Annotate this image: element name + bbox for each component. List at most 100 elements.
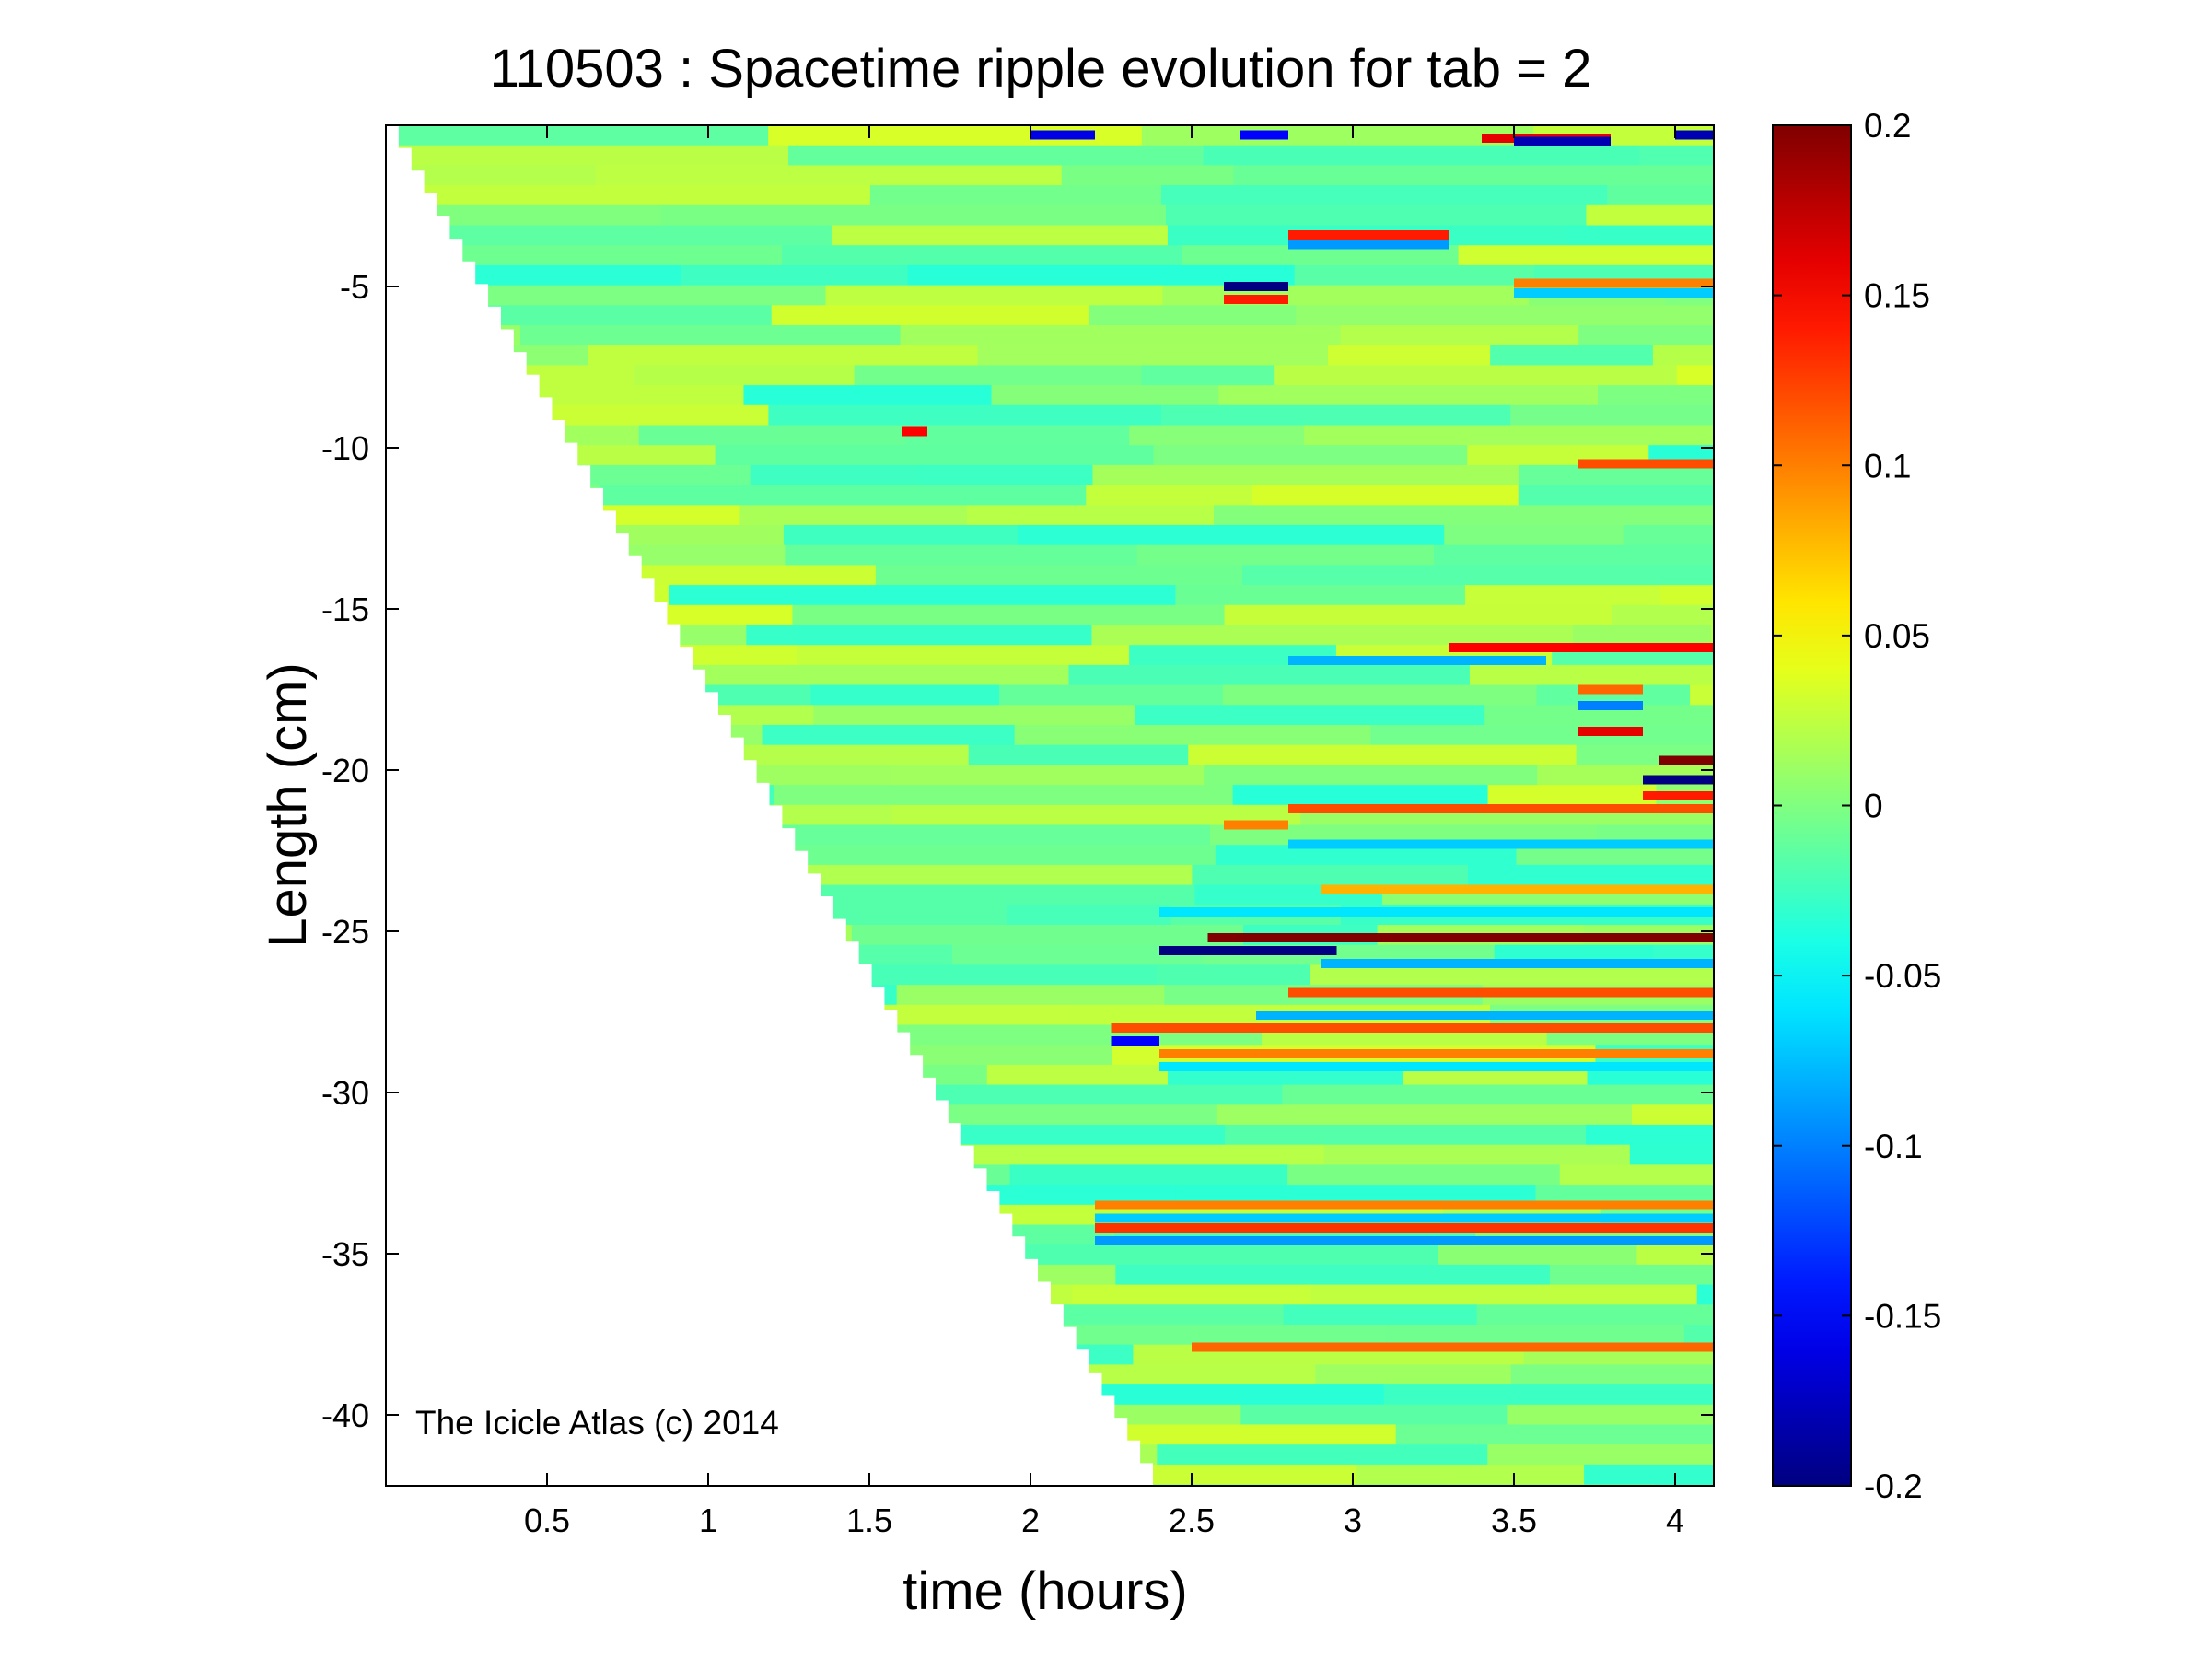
stripe-segment [1136, 544, 1435, 566]
ripple-feature [902, 426, 927, 437]
ripple-feature [1659, 755, 1714, 765]
stripe-segment [750, 464, 917, 486]
stripe-segment [1469, 664, 1714, 686]
ripple-feature [1288, 987, 1714, 998]
ripple-feature [1256, 1011, 1714, 1020]
stripe-segment [1467, 864, 1714, 886]
stripe-segment [813, 705, 1136, 726]
stripe-segment [951, 944, 1203, 965]
stripe-segment [1464, 585, 1661, 606]
stripe-segment [386, 1484, 622, 1486]
stripe-segment [1623, 525, 1714, 546]
stripe-segment [1458, 245, 1714, 266]
stripe-segment [1283, 1304, 1478, 1326]
colorbar-tick-label: 0.2 [1864, 107, 1911, 145]
ripple-feature [1159, 907, 1714, 917]
stripe-segment [1340, 325, 1579, 346]
stripe-segment [1160, 185, 1608, 206]
stripe-segment [1535, 1185, 1714, 1206]
stripe-segment [977, 345, 1329, 366]
stripe-segment [639, 664, 1069, 686]
stripe-segment [1018, 525, 1445, 546]
y-tick-label: -20 [321, 752, 369, 789]
stripe-segment [1585, 1125, 1714, 1146]
ripple-feature [1159, 1049, 1714, 1058]
ripple-feature [1578, 727, 1643, 736]
x-tick-label: 1 [699, 1501, 717, 1539]
ripple-feature [1321, 959, 1714, 968]
stripe-segment [1153, 445, 1468, 466]
stripe-segment [875, 565, 1243, 586]
stripe-segment [1654, 1484, 1714, 1486]
ripple-feature [1030, 130, 1095, 140]
stripe-segment [1025, 1325, 1386, 1346]
stripe-segment [669, 585, 1176, 606]
ripple-feature [1095, 1200, 1714, 1210]
y-tick-label: -30 [321, 1074, 369, 1112]
stripe-segment [783, 525, 1019, 546]
colorbar-tick-label: 0.05 [1864, 617, 1930, 655]
stripe-segment [825, 285, 1163, 306]
stripe-segment [386, 165, 597, 186]
stripe-segment [1218, 385, 1599, 406]
stripe-segment [620, 1484, 984, 1486]
stripe-segment [1304, 425, 1714, 446]
y-axis-label: Length (cm) [258, 662, 318, 947]
stripe-segment [1519, 464, 1714, 486]
stripe-segment [1438, 1244, 1637, 1266]
stripe-segment [983, 1484, 1147, 1486]
colorbar-tick-label: -0.1 [1864, 1127, 1923, 1165]
stripe-segment [1006, 905, 1171, 926]
stripe-segment [386, 204, 661, 226]
stripe-segment [1487, 1444, 1714, 1466]
stripe-segment [1690, 684, 1714, 706]
stripe-segment [1487, 785, 1657, 806]
stripe-segment [1225, 1125, 1587, 1146]
stripe-segment [1222, 684, 1538, 706]
stripe-segment [892, 804, 1301, 825]
stripe-segment [1162, 285, 1530, 306]
stripe-segment [1215, 845, 1518, 866]
stripe-segment [386, 245, 783, 266]
stripe-segment [634, 365, 856, 386]
stripe-segment [1296, 305, 1714, 326]
ripple-feature [1643, 791, 1714, 800]
stripe-segment [854, 365, 1142, 386]
stripe-segment [813, 884, 1195, 905]
stripe-segment [715, 445, 1155, 466]
stripe-segment [999, 684, 1224, 706]
stripe-segment [782, 245, 1182, 266]
stripe-segment [1089, 305, 1297, 326]
stripe-segment [1141, 365, 1275, 386]
stripe-segment [1129, 425, 1305, 446]
x-tick-label: 2.5 [1169, 1501, 1215, 1539]
chart-title: 110503 : Spacetime ripple evolution for … [490, 39, 1592, 99]
stripe-segment [1115, 1264, 1551, 1286]
colorbar-tick-label: -0.15 [1864, 1297, 1941, 1335]
stripe-segment [386, 185, 871, 206]
ripple-feature [1288, 656, 1546, 665]
stripe-segment [762, 725, 1016, 746]
stripe-segment [386, 145, 789, 166]
ripple-feature [1288, 839, 1714, 849]
ripple-feature [1321, 884, 1714, 894]
stripe-segment [1433, 544, 1714, 566]
stripe-segment [1091, 625, 1574, 646]
stripe-segment [1086, 485, 1252, 506]
stripe-segment [1578, 325, 1714, 346]
colorbar-tick-label: -0.2 [1864, 1467, 1923, 1505]
stripe-segment [588, 345, 979, 366]
plot-area [386, 125, 1714, 1486]
stripe-segment [774, 824, 1211, 846]
stripe-segment [1232, 785, 1489, 806]
ripple-feature [1111, 1023, 1714, 1033]
ripple-feature [1095, 1236, 1714, 1245]
y-tick-label: -25 [321, 913, 369, 951]
stripe-segment [1444, 525, 1624, 546]
ripple-feature [1224, 282, 1288, 291]
stripe-segment [869, 185, 1162, 206]
stripe-segment [851, 925, 1244, 946]
stripe-segment [1323, 1144, 1631, 1165]
ripple-feature [1578, 684, 1643, 695]
